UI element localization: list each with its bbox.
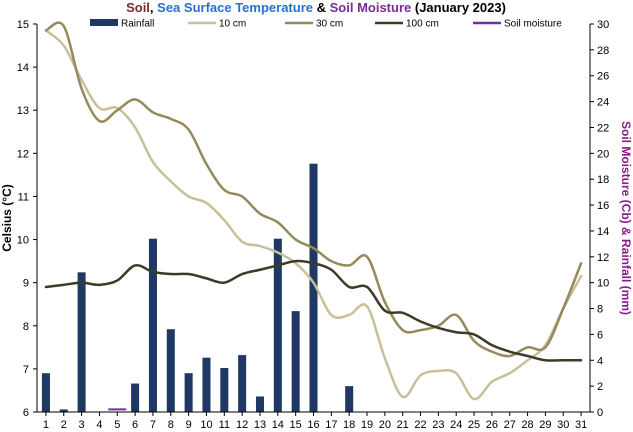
x-tick-label: 28 [521, 419, 533, 431]
x-tick-label: 18 [343, 419, 355, 431]
x-tick-label: 8 [168, 419, 174, 431]
y-right-tick-label: 4 [597, 355, 603, 367]
legend-label: 30 cm [316, 19, 343, 30]
y-right-tick-label: 14 [597, 226, 609, 238]
x-tick-label: 30 [557, 419, 569, 431]
x-tick-label: 24 [450, 419, 462, 431]
y-axis-label-right: Soil Moisture (Cb) & Rainfall (mm) [619, 121, 633, 315]
y-right-tick-label: 20 [597, 148, 609, 160]
y-left-tick-label: 10 [17, 235, 29, 247]
x-tick-label: 19 [361, 419, 373, 431]
legend-label: Soil moisture [504, 19, 562, 30]
rainfall-bar [255, 396, 264, 412]
x-tick-label: 23 [432, 419, 444, 431]
x-ticks: 1 2 3 4 5 6 7 8 9 10 11 12 13 14 15 16 17 18 19 20 21 22 23 24 2… [43, 412, 587, 431]
rainfall-bar [345, 386, 354, 412]
x-tick-label: 2 [61, 419, 67, 431]
x-tick-label: 3 [79, 419, 85, 431]
line-series [44, 21, 583, 411]
rainfall-bar [220, 368, 229, 412]
legend-label: 10 cm [219, 19, 246, 30]
x-tick-label: 14 [272, 419, 284, 431]
x-tick-label: 4 [96, 419, 102, 431]
legend-label: Rainfall [121, 19, 154, 30]
rainfall-bar [309, 163, 318, 412]
x-tick-label: 25 [468, 419, 480, 431]
y-left-tick-label: 12 [17, 148, 29, 160]
y-left-tick-label: 6 [23, 407, 29, 419]
rainfall-bars [41, 163, 354, 412]
y-left-tick-label: 15 [17, 19, 29, 31]
y-right-tick-label: 16 [597, 200, 609, 212]
y-left-tick-label: 14 [17, 62, 29, 74]
y-left-tick-label: 9 [23, 278, 29, 290]
x-tick-label: 21 [397, 419, 409, 431]
x-tick-label: 31 [575, 419, 587, 431]
title-part: , [150, 0, 157, 15]
rainfall-bar [166, 329, 175, 412]
rainfall-bar [41, 373, 50, 412]
y-right-tick-label: 6 [597, 329, 603, 341]
x-tick-label: 16 [307, 419, 319, 431]
y-ticks-left: 6 7 8 9 10 11 12 13 14 15 [17, 19, 37, 419]
rainfall-bar [148, 238, 157, 412]
y-right-tick-label: 2 [597, 381, 603, 393]
series-100-cm-line [44, 259, 583, 362]
rainfall-bar [291, 311, 300, 412]
x-tick-label: 26 [486, 419, 498, 431]
y-right-tick-label: 10 [597, 278, 609, 290]
series-10-cm-line [44, 29, 583, 401]
title-part: & [313, 0, 330, 15]
rainfall-bar [238, 355, 247, 412]
x-tick-label: 10 [200, 419, 212, 431]
legend-swatch-rainfall [90, 19, 118, 26]
rainfall-bar [184, 373, 193, 412]
rainfall-bar [59, 409, 68, 412]
y-right-tick-label: 24 [597, 97, 609, 109]
y-right-tick-label: 26 [597, 71, 609, 83]
y-left-tick-label: 8 [23, 321, 29, 333]
y-right-tick-label: 30 [597, 19, 609, 31]
y-axis-label-left: Celsius (°C) [0, 184, 14, 251]
rainfall-bar [131, 383, 140, 412]
chart-title: Soil, Sea Surface Temperature & Soil Moi… [126, 0, 506, 15]
y-right-tick-label: 18 [597, 174, 609, 186]
x-tick-label: 13 [254, 419, 266, 431]
y-left-tick-label: 13 [17, 105, 29, 117]
y-right-tick-label: 28 [597, 45, 609, 57]
y-right-tick-label: 0 [597, 407, 603, 419]
rainfall-bar [77, 272, 86, 412]
rainfall-bar [202, 357, 211, 412]
title-part: Soil [126, 0, 150, 15]
x-tick-label: 5 [114, 419, 120, 431]
y-right-tick-label: 12 [597, 252, 609, 264]
legend: Rainfall 10 cm 30 cm 100 cm Soil moisture [90, 19, 562, 30]
legend-label: 100 cm [406, 19, 439, 30]
title-part: Soil Moisture [330, 0, 412, 15]
y-right-tick-label: 8 [597, 304, 603, 316]
x-tick-label: 9 [186, 419, 192, 431]
y-left-tick-label: 11 [18, 191, 29, 203]
y-right-tick-label: 22 [597, 122, 609, 134]
series-30-cm-line [44, 21, 583, 358]
x-tick-label: 11 [219, 419, 230, 431]
x-tick-label: 27 [504, 419, 516, 431]
x-tick-label: 7 [150, 419, 156, 431]
title-part: Sea Surface Temperature [157, 0, 313, 15]
x-tick-label: 20 [379, 419, 391, 431]
x-tick-label: 17 [325, 419, 337, 431]
rainfall-bar [273, 238, 282, 412]
y-left-tick-label: 7 [23, 364, 29, 376]
x-tick-label: 6 [132, 419, 138, 431]
x-tick-label: 12 [236, 419, 248, 431]
x-tick-label: 1 [43, 419, 49, 431]
x-tick-label: 22 [414, 419, 426, 431]
x-tick-label: 29 [539, 419, 551, 431]
title-part: (January 2023) [411, 0, 506, 15]
x-tick-label: 15 [290, 419, 302, 431]
